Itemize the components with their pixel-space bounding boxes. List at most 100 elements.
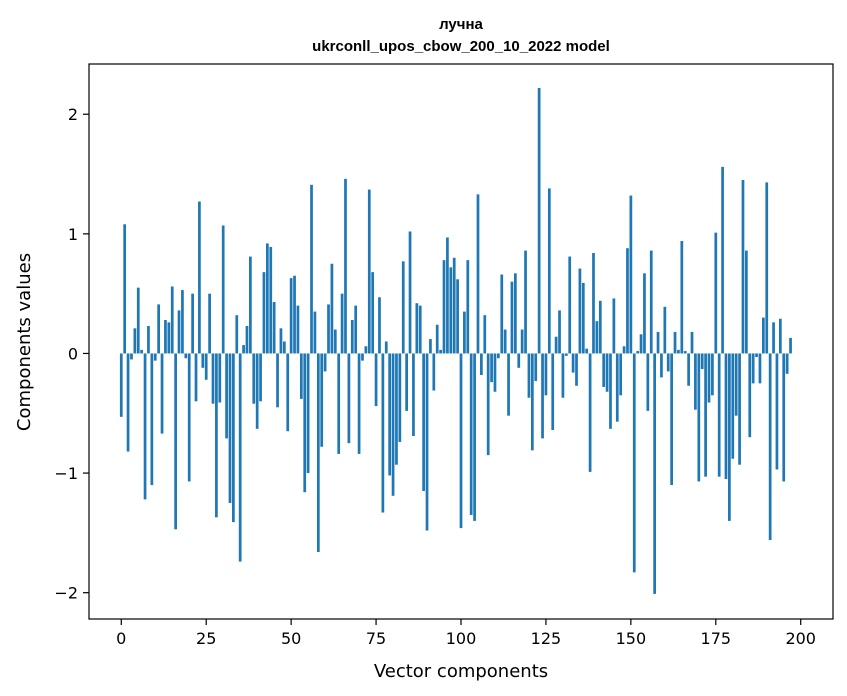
bar	[282, 341, 286, 354]
bar	[469, 353, 473, 515]
bar	[656, 331, 660, 354]
bar	[490, 353, 493, 383]
bar	[412, 353, 415, 436]
bar	[683, 351, 687, 354]
bar	[547, 188, 551, 354]
bar	[653, 353, 656, 594]
bar	[330, 263, 334, 354]
bar	[680, 241, 684, 354]
bar	[558, 310, 561, 354]
bar	[249, 256, 252, 354]
bar	[252, 353, 256, 404]
x-axis-label: Vector components	[374, 661, 548, 682]
x-tick-label: 100	[446, 629, 477, 648]
bar	[340, 293, 344, 354]
bar	[585, 348, 589, 354]
bar	[296, 305, 300, 354]
bar	[690, 331, 694, 354]
bar	[439, 349, 442, 354]
bar	[775, 353, 779, 470]
bar	[673, 331, 677, 354]
bar	[123, 224, 127, 354]
bar	[425, 353, 429, 531]
bar	[728, 353, 731, 521]
bar	[483, 315, 487, 354]
bar	[466, 260, 470, 354]
bar	[364, 346, 368, 354]
bar	[198, 201, 201, 354]
bar	[602, 353, 606, 387]
x-tick-label: 175	[701, 629, 732, 648]
bar	[405, 353, 408, 411]
bar	[738, 353, 741, 465]
bar	[388, 353, 392, 476]
chart-title: лучна	[439, 16, 483, 33]
bar	[544, 353, 548, 396]
bar	[266, 243, 269, 354]
bar	[367, 189, 371, 354]
bar	[592, 252, 595, 354]
bar	[337, 353, 341, 454]
bar	[551, 353, 555, 431]
bar	[208, 293, 211, 354]
bar	[503, 329, 507, 354]
bar	[147, 325, 150, 354]
bar	[381, 353, 385, 513]
bar	[707, 353, 711, 403]
bar	[629, 195, 633, 354]
bar	[398, 353, 402, 442]
bar	[619, 353, 623, 396]
y-axis-label: Components values	[14, 253, 35, 431]
bar	[751, 353, 755, 384]
bar	[232, 353, 235, 523]
bar	[615, 353, 619, 422]
bar	[731, 353, 735, 459]
bar	[194, 353, 198, 402]
bar	[418, 305, 422, 354]
bar	[378, 297, 381, 354]
bar	[452, 257, 456, 354]
y-axis-ticks: −2 −1 0 1 2	[54, 105, 89, 603]
bar	[164, 319, 167, 354]
bar	[463, 311, 466, 354]
bar	[711, 353, 714, 396]
bar	[201, 353, 205, 368]
bar	[473, 353, 476, 521]
bar	[177, 310, 181, 354]
x-tick-label: 50	[281, 629, 301, 648]
bar	[449, 267, 453, 354]
bar	[595, 321, 599, 354]
bar	[748, 353, 752, 438]
bar	[150, 353, 154, 486]
bar	[130, 353, 133, 360]
bar	[415, 303, 419, 354]
bar	[310, 184, 313, 354]
bar	[299, 353, 303, 399]
bar	[714, 232, 718, 354]
bar	[561, 353, 565, 398]
bar	[306, 353, 310, 474]
bar	[520, 329, 524, 354]
bar	[211, 353, 215, 404]
bar	[350, 319, 354, 354]
bar	[456, 279, 459, 354]
bar	[160, 353, 164, 434]
bar	[272, 302, 276, 354]
bar	[497, 353, 500, 359]
bar	[181, 290, 184, 354]
bar	[765, 182, 769, 354]
bar	[687, 353, 690, 386]
bar	[133, 328, 137, 354]
bar	[361, 353, 364, 361]
bar	[524, 250, 527, 354]
bar	[204, 353, 208, 380]
bar	[255, 353, 259, 429]
bar	[554, 336, 558, 354]
bar	[768, 353, 772, 541]
bar	[327, 304, 330, 354]
bar	[568, 256, 572, 354]
bar	[170, 286, 174, 354]
bar	[785, 353, 789, 374]
y-tick-label: 2	[68, 105, 78, 124]
